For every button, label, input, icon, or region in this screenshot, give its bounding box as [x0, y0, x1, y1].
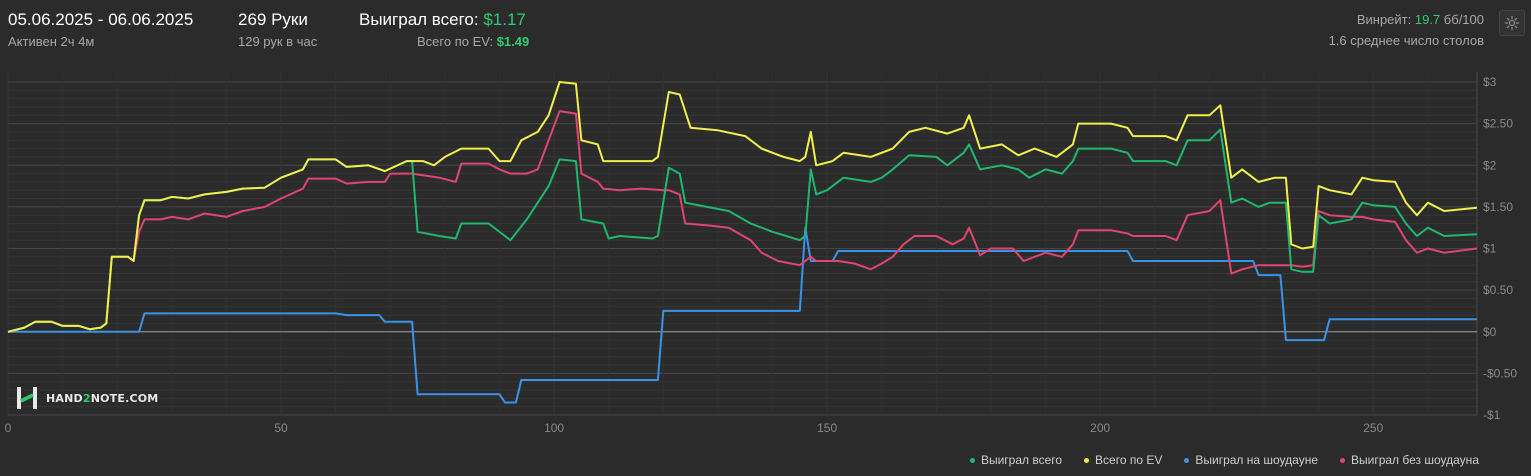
y-tick-label: $1.50 [1483, 200, 1513, 214]
hand2note-logo: HAND2NOTE.COM [16, 386, 158, 410]
legend-dot [1184, 457, 1190, 463]
legend-item-won-total[interactable]: Выиграл всего [969, 453, 1063, 467]
won-total-value: $1.17 [483, 10, 526, 29]
series-line-showdown [8, 226, 1477, 404]
legend-item-showdown[interactable]: Выиграл на шоудауне [1184, 453, 1318, 467]
winrate: Винрейт: 19.7 бб/100 [1357, 12, 1484, 27]
legend-label: Всего по EV [1095, 453, 1163, 467]
won-total: Выиграл всего: $1.17 [359, 10, 526, 30]
active-time: Активен 2ч 4м [8, 34, 95, 49]
hands-per-hour: 129 рук в час [238, 34, 318, 49]
winnings-chart: $3 $2.50 $2 $1.50 $1 $0.50 $0 -$0.50 -$1 0 50 100 15… [5, 72, 1517, 435]
y-tick-label: $0.50 [1483, 283, 1513, 297]
legend-label: Выиграл без шоудауна [1351, 453, 1479, 467]
legend-item-no-showdown[interactable]: Выиграл без шоудауна [1340, 453, 1479, 467]
hand2note-logo-text: HAND2NOTE.COM [46, 391, 159, 405]
legend-label: Выиграл на шоудауне [1195, 453, 1318, 467]
x-tick-label: 100 [544, 421, 564, 435]
chart-header: 05.06.2025 - 06.06.2025 Активен 2ч 4м 26… [0, 0, 1531, 60]
ev-total-label: Всего по EV: [417, 34, 494, 49]
legend-dot [969, 457, 975, 463]
y-tick-label: $0 [1483, 325, 1497, 339]
x-tick-label: 250 [1363, 421, 1383, 435]
settings-button[interactable] [1499, 10, 1525, 36]
ev-total-value: $1.49 [496, 34, 530, 49]
won-total-label: Выиграл всего: [359, 10, 479, 29]
series-line-ev-total [7, 81, 1478, 333]
date-range: 05.06.2025 - 06.06.2025 [8, 10, 194, 29]
legend-label: Выиграл всего [980, 453, 1063, 467]
chart-legend: Выиграл всего Всего по EV Выиграл на шоу… [969, 453, 1479, 467]
legend-dot [1340, 457, 1345, 463]
series-line-won-total [7, 128, 1478, 333]
y-tick-label: $3 [1483, 75, 1497, 89]
legend-dot [1084, 457, 1090, 463]
y-tick-label: $2 [1483, 158, 1497, 172]
y-tick-label: $2.50 [1483, 117, 1513, 131]
y-tick-label: -$1 [1483, 408, 1501, 422]
hands-count: 269 Руки [238, 10, 308, 29]
y-tick-label: $1 [1483, 242, 1497, 256]
x-tick-label: 50 [274, 421, 288, 435]
x-tick-label: 150 [817, 421, 837, 435]
y-tick-label: -$0.50 [1483, 366, 1517, 380]
x-tick-label: 0 [5, 421, 12, 435]
hand2note-logo-icon [17, 387, 37, 409]
avg-tables: 1.6 среднее число столов [1328, 33, 1484, 48]
ev-total: Всего по EV: $1.49 [417, 34, 529, 49]
winrate-unit: бб/100 [1443, 12, 1484, 27]
x-tick-label: 200 [1090, 421, 1110, 435]
gear-icon [1504, 15, 1520, 31]
winrate-label: Винрейт: [1356, 12, 1412, 27]
legend-item-ev-total[interactable]: Всего по EV [1084, 453, 1162, 467]
winrate-value: 19.7 [1414, 12, 1441, 27]
series-line-no-showdown [7, 110, 1478, 333]
